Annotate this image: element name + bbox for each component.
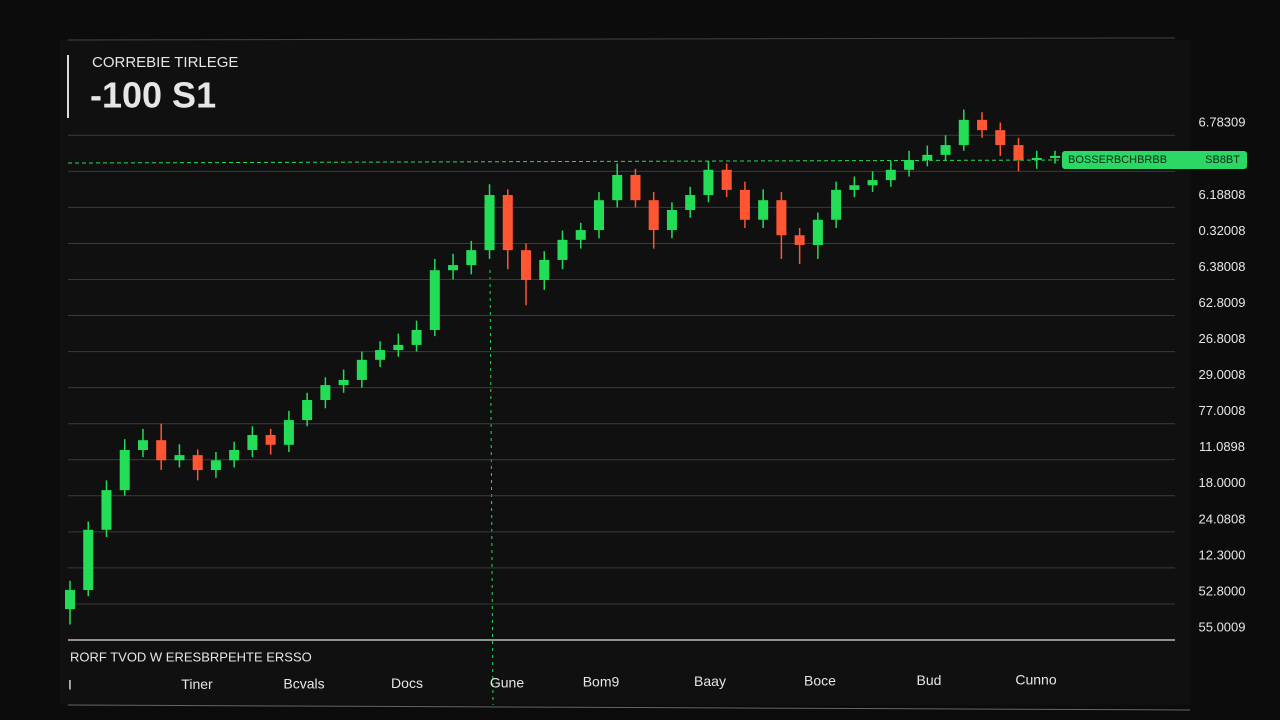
candle-body: [1049, 155, 1061, 158]
candle-body: [648, 200, 659, 231]
candle-body: [137, 440, 148, 450]
candle-body: [995, 130, 1006, 146]
candle-body: [776, 200, 787, 236]
crosshair: [489, 269, 494, 706]
candle-body: [593, 200, 604, 231]
candle-body: [101, 490, 112, 530]
candle-body: [375, 350, 386, 360]
y-axis-label: 6.18808: [1199, 187, 1246, 202]
chart-subtitle: -100 S1: [90, 75, 216, 116]
candle-body: [448, 265, 459, 271]
candle-body: [283, 420, 294, 445]
candle-body: [156, 440, 167, 461]
x-axis-label: Cunno: [1015, 671, 1056, 687]
candle-body: [758, 200, 769, 220]
x-axis-label: Bom9: [583, 674, 620, 690]
candle-body: [940, 145, 951, 155]
candle-body: [174, 455, 185, 461]
candle-body: [320, 385, 331, 401]
y-axis-label: 29.0008: [1199, 367, 1246, 382]
y-axis-label: 55.0009: [1199, 619, 1246, 634]
y-axis-label: 6.78309: [1199, 115, 1246, 130]
x-axis-label: Docs: [391, 675, 423, 691]
candle-body: [685, 195, 696, 210]
y-axis-label: 12.3000: [1199, 547, 1246, 562]
y-axis-label: 0.32008: [1199, 223, 1246, 238]
candle-body: [356, 359, 367, 380]
candle-body: [192, 455, 203, 471]
top-border: [67, 37, 1176, 41]
candle-body: [265, 435, 276, 445]
candle-body: [302, 400, 313, 421]
x-axis-label: Boce: [804, 673, 836, 689]
y-axis-label: 11.0898: [1199, 439, 1245, 454]
y-axis-label: 77.0008: [1199, 403, 1246, 418]
candle-body: [64, 590, 76, 610]
candle-body: [630, 174, 641, 201]
candle-body: [739, 189, 750, 220]
panel: [60, 40, 1190, 705]
candle-body: [666, 209, 677, 231]
footer: RORF TVOD W ERESBRPEHTE ERSSO: [70, 649, 312, 664]
x-axis-label: I: [68, 677, 72, 693]
x-axis-line: [67, 704, 1191, 711]
y-axis-label: 52.8000: [1199, 583, 1246, 598]
candle-body: [502, 195, 513, 251]
x-axis-label: Baay: [694, 673, 726, 689]
candle-body: [922, 154, 933, 161]
chart-title: CORREBIE TIRLEGE: [92, 54, 238, 71]
candle-body: [83, 529, 94, 591]
y-axis-label: 62.8009: [1199, 295, 1246, 310]
candle-body: [703, 169, 714, 196]
y-axis-label: 6.38008: [1199, 259, 1246, 274]
candle-body: [849, 185, 860, 190]
candle-body: [521, 250, 532, 281]
candle-body: [429, 270, 440, 330]
badge-value: SB8BT: [1205, 154, 1240, 166]
candle-body: [867, 180, 878, 186]
y-axis-label: 18.0000: [1199, 475, 1246, 490]
candle-body: [557, 239, 568, 260]
candle-body: [338, 379, 349, 386]
candle-body: [393, 344, 404, 351]
candle-body: [831, 189, 842, 220]
candle-body: [1013, 145, 1024, 161]
candle-body: [466, 250, 477, 266]
candle-body: [1031, 157, 1042, 161]
y-axis-label: 26.8008: [1199, 331, 1246, 346]
candle-body: [229, 449, 240, 461]
badge-label: BOSSERBCHBRBB: [1068, 154, 1167, 166]
x-axis-label: Gune: [490, 674, 524, 690]
candle-body: [119, 449, 130, 491]
candle-body: [575, 230, 586, 240]
candle-body: [484, 195, 495, 251]
candle-body: [904, 160, 915, 170]
candle-body: [958, 119, 969, 146]
y-axis-label: 24.0808: [1199, 511, 1246, 526]
candle-body: [977, 119, 988, 131]
candle-body: [210, 460, 221, 471]
x-axis-label: Bud: [917, 672, 942, 688]
candle-body: [247, 435, 258, 450]
price-badge: [1062, 151, 1247, 170]
candle-body: [721, 169, 732, 190]
candle-body: [612, 174, 623, 201]
candle-body: [885, 169, 896, 181]
x-axis-label: Bcvals: [283, 676, 324, 692]
x-axis-label: Tiner: [181, 676, 213, 692]
candle-body: [539, 259, 550, 281]
candle-body: [812, 219, 823, 245]
price-line: [67, 159, 1061, 164]
candle-body: [411, 329, 422, 345]
candle-body: [794, 235, 805, 245]
